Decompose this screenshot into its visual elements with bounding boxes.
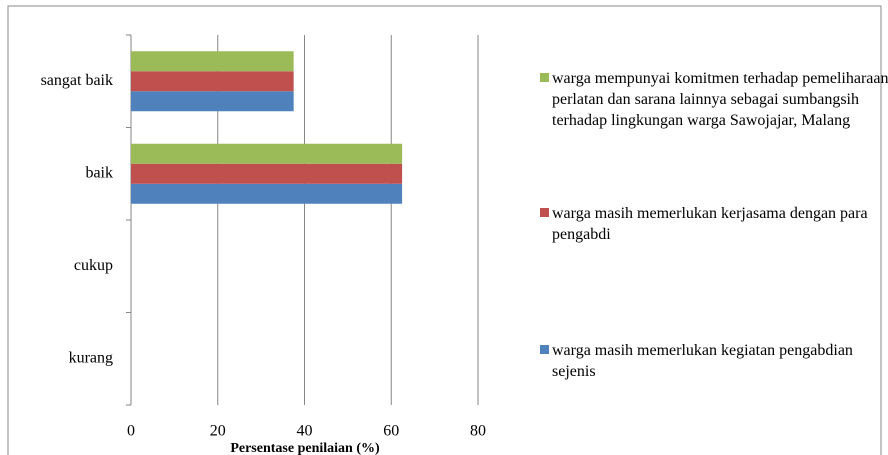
x-tick-label: 80: [470, 423, 486, 440]
y-tick-label: kurang: [69, 349, 113, 366]
legend-swatch: [540, 73, 549, 82]
legend-label: warga mempunyai komitmen terhadap pemeli…: [552, 70, 888, 129]
y-tick-label: cukup: [74, 257, 113, 274]
bar: [131, 183, 403, 204]
x-tick-label: 40: [297, 423, 313, 440]
y-tick-label: baik: [85, 164, 113, 181]
x-tick-label: 0: [127, 423, 135, 440]
bar: [131, 91, 294, 112]
x-tick-label: 60: [383, 423, 399, 440]
legend-entry: warga masih memerlukan kegiatan pengabdi…: [540, 340, 888, 382]
legend-label: warga masih memerlukan kegiatan pengabdi…: [552, 342, 853, 380]
legend-swatch: [540, 208, 549, 217]
bar: [131, 163, 403, 184]
bar: [131, 71, 294, 92]
bar: [131, 143, 403, 164]
chart-border: [7, 5, 882, 455]
y-tick-label: sangat baik: [41, 72, 113, 89]
legend-swatch: [540, 345, 549, 354]
legend-label: warga masih memerlukan kerjasama dengan …: [552, 205, 868, 243]
bar: [131, 51, 294, 72]
legend-entry: warga masih memerlukan kerjasama dengan …: [540, 203, 888, 245]
legend-entry: warga mempunyai komitmen terhadap pemeli…: [540, 68, 888, 131]
x-tick-label: 20: [210, 423, 226, 440]
x-axis-label: Persentase penilaian (%): [230, 441, 380, 455]
